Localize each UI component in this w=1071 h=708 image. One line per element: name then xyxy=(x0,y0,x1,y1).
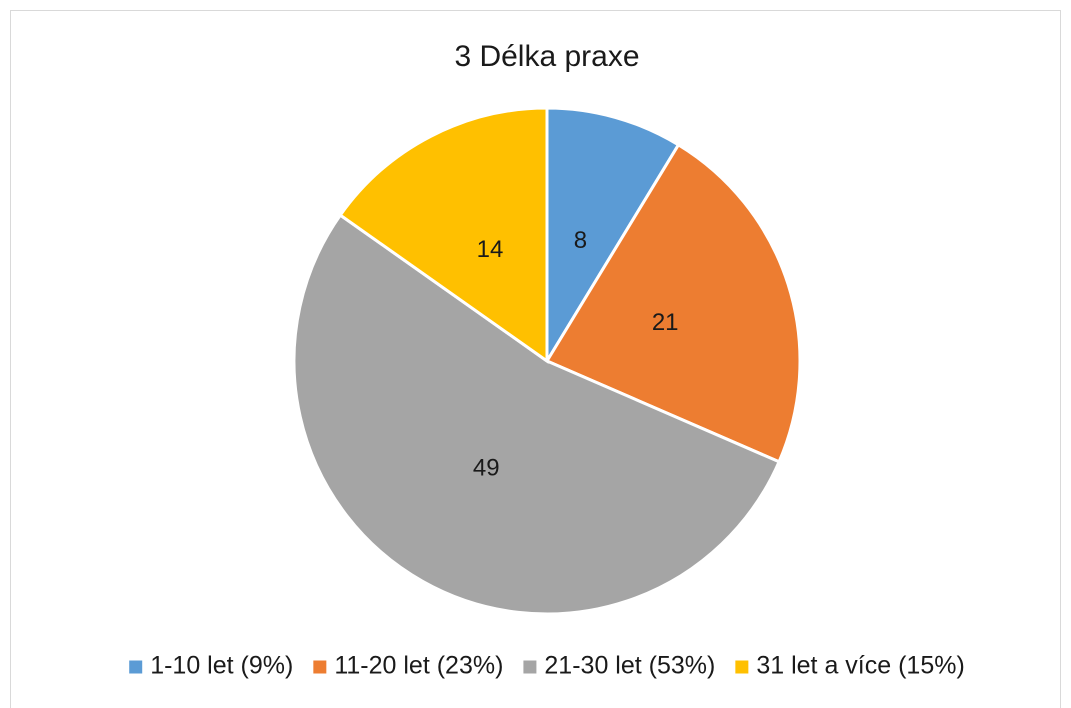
data-label: 8 xyxy=(574,227,587,254)
chart-title: 3 Délka praxe xyxy=(454,40,639,73)
pie-slice xyxy=(338,106,549,364)
pie-slice xyxy=(544,142,802,464)
legend-label: 21-30 let (53%) xyxy=(544,652,715,680)
legend-label: 31 let a více (15%) xyxy=(756,652,964,680)
data-label: 21 xyxy=(652,309,679,336)
legend-swatch xyxy=(313,660,327,674)
pie-slice xyxy=(292,213,782,616)
data-label: 49 xyxy=(473,454,500,481)
legend-label: 11-20 let (23%) xyxy=(334,652,503,680)
legend-label: 1-10 let (9%) xyxy=(150,652,293,680)
pie-slice xyxy=(545,106,681,367)
legend-swatch xyxy=(735,660,749,674)
data-label: 14 xyxy=(477,236,504,263)
legend-swatch xyxy=(523,660,537,674)
legend-swatch xyxy=(129,660,143,674)
